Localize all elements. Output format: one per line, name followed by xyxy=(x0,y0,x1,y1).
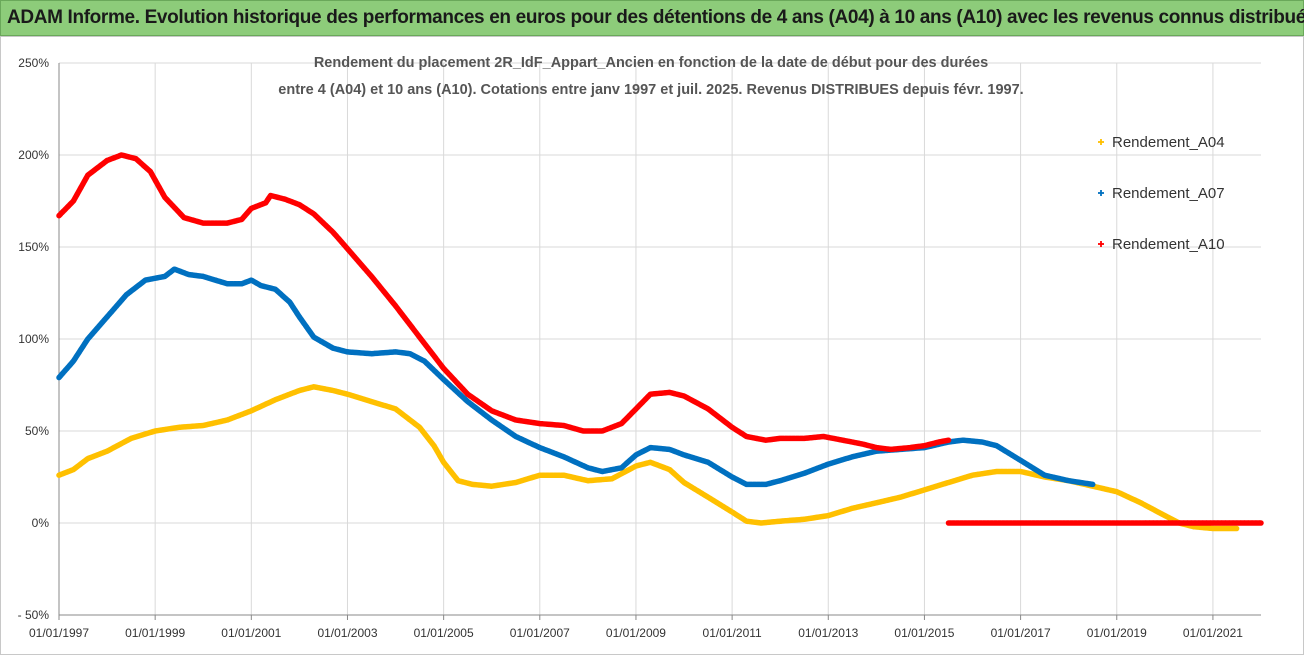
x-tick-label: 01/01/2011 xyxy=(703,626,762,640)
x-tick-label: 01/01/2007 xyxy=(510,626,570,640)
y-tick-label: 100% xyxy=(18,332,49,346)
x-tick-label: 01/01/2001 xyxy=(221,626,281,640)
x-tick-label: 01/01/2017 xyxy=(991,626,1051,640)
y-tick-label: 200% xyxy=(18,148,49,162)
x-tick-label: 01/01/2013 xyxy=(798,626,858,640)
y-tick-label: 250% xyxy=(18,56,49,70)
y-tick-label: 150% xyxy=(18,240,49,254)
chart-legend: Rendement_A04 Rendement_A07 Rendement_A10 xyxy=(1098,134,1225,253)
x-tick-label: 01/01/2021 xyxy=(1183,626,1243,640)
chart-grid xyxy=(58,62,1261,616)
x-tick-label: 01/01/2019 xyxy=(1087,626,1147,640)
chart-title: Rendement du placement 2R_IdF_Appart_Anc… xyxy=(314,55,988,71)
series-line-a04 xyxy=(56,384,1240,532)
x-tick-label: 01/01/1999 xyxy=(125,626,185,640)
performance-chart: - 50% 0% 50% 100% 150% 200% 250% 01/01/1997 01/0… xyxy=(18,55,1264,640)
series-line-a07 xyxy=(56,266,1096,488)
chart-subtitle: entre 4 (A04) et 10 ans (A10). Cotations… xyxy=(278,82,1023,98)
x-tick-label: 01/01/2015 xyxy=(894,626,954,640)
legend-label-a04: Rendement_A04 xyxy=(1112,134,1225,151)
x-tick-label: 01/01/2009 xyxy=(606,626,666,640)
report-banner-title: ADAM Informe. Evolution historique des p… xyxy=(7,7,1304,28)
y-tick-label: 0% xyxy=(32,516,50,530)
legend-label-a10: Rendement_A10 xyxy=(1112,236,1225,253)
x-tick-label: 01/01/2003 xyxy=(317,626,377,640)
legend-label-a07: Rendement_A07 xyxy=(1112,185,1225,202)
chart-frame: - 50% 0% 50% 100% 150% 200% 250% 01/01/1997 01/0… xyxy=(0,36,1304,655)
report-banner: ADAM Informe. Evolution historique des p… xyxy=(0,0,1304,36)
y-tick-label: - 50% xyxy=(18,608,50,622)
chart-series xyxy=(56,152,1264,532)
y-tick-label: 50% xyxy=(25,424,49,438)
series-line-a10 xyxy=(56,152,952,453)
chart-axes: - 50% 0% 50% 100% 150% 200% 250% 01/01/1997 01/0… xyxy=(18,56,1261,640)
x-tick-label: 01/01/1997 xyxy=(29,626,89,640)
x-tick-label: 01/01/2005 xyxy=(414,626,474,640)
